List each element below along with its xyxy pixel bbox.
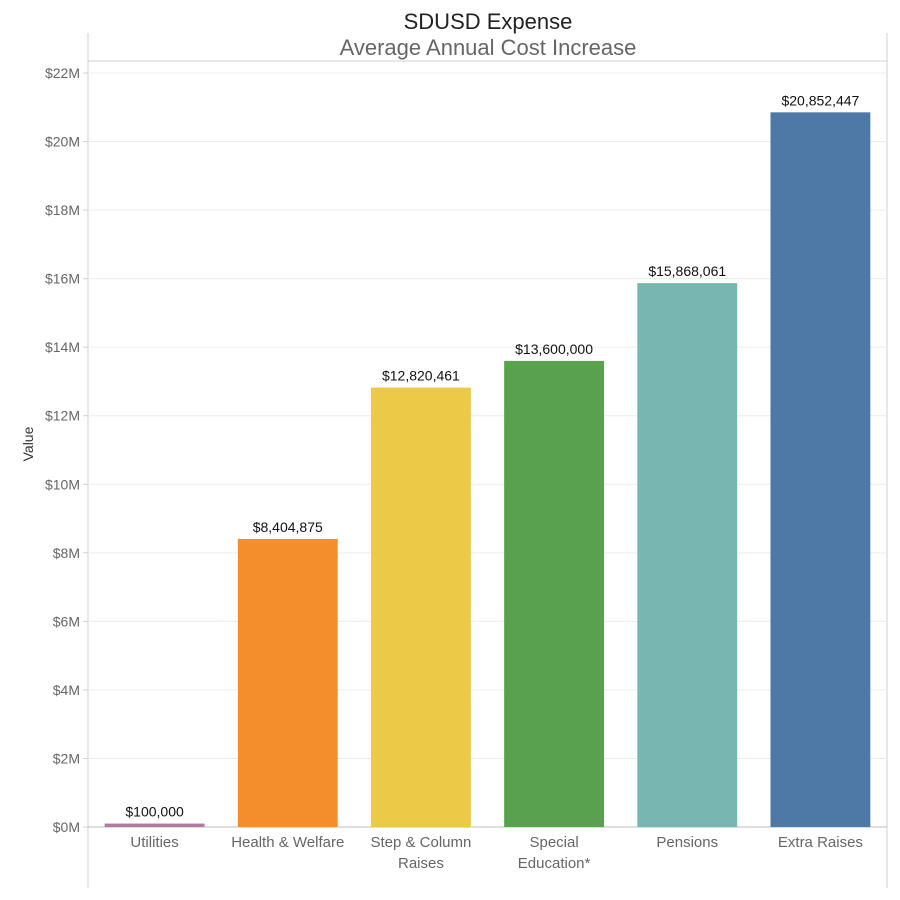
data-label: $8,404,875 (253, 519, 323, 535)
bar (770, 112, 871, 827)
y-tick-label: $6M (53, 613, 80, 629)
y-tick-label: $8M (53, 545, 80, 561)
y-tick-label: $10M (45, 476, 80, 492)
x-tick-label: Step & Column Raises (370, 834, 471, 872)
x-tick-label: Pensions (656, 834, 718, 851)
x-tick-label: Health & Welfare (231, 834, 344, 851)
data-label: $13,600,000 (515, 341, 593, 357)
data-label: $12,820,461 (382, 368, 460, 384)
chart-title: SDUSD Expense (404, 9, 573, 34)
x-tick-label: Extra Raises (778, 834, 863, 851)
y-axis-title: Value (20, 426, 36, 461)
bar (637, 283, 738, 827)
y-tick-label: $12M (45, 408, 80, 424)
bar (504, 360, 605, 827)
data-label: $15,868,061 (648, 263, 726, 279)
data-label: $20,852,447 (781, 92, 859, 108)
y-tick-label: $0M (53, 819, 80, 835)
y-tick-label: $16M (45, 271, 80, 287)
chart-subtitle: Average Annual Cost Increase (340, 35, 637, 60)
x-tick-label: Utilities (130, 834, 178, 851)
bar (104, 823, 205, 827)
data-label: $100,000 (125, 804, 184, 820)
y-tick-label: $2M (53, 750, 80, 766)
x-tick-label: Special Education* (518, 834, 591, 872)
bar (237, 538, 338, 827)
y-tick-label: $20M (45, 134, 80, 150)
y-tick-label: $14M (45, 339, 80, 355)
y-tick-label: $22M (45, 65, 80, 81)
y-tick-label: $18M (45, 202, 80, 218)
y-tick-label: $4M (53, 682, 80, 698)
bar (370, 387, 471, 827)
